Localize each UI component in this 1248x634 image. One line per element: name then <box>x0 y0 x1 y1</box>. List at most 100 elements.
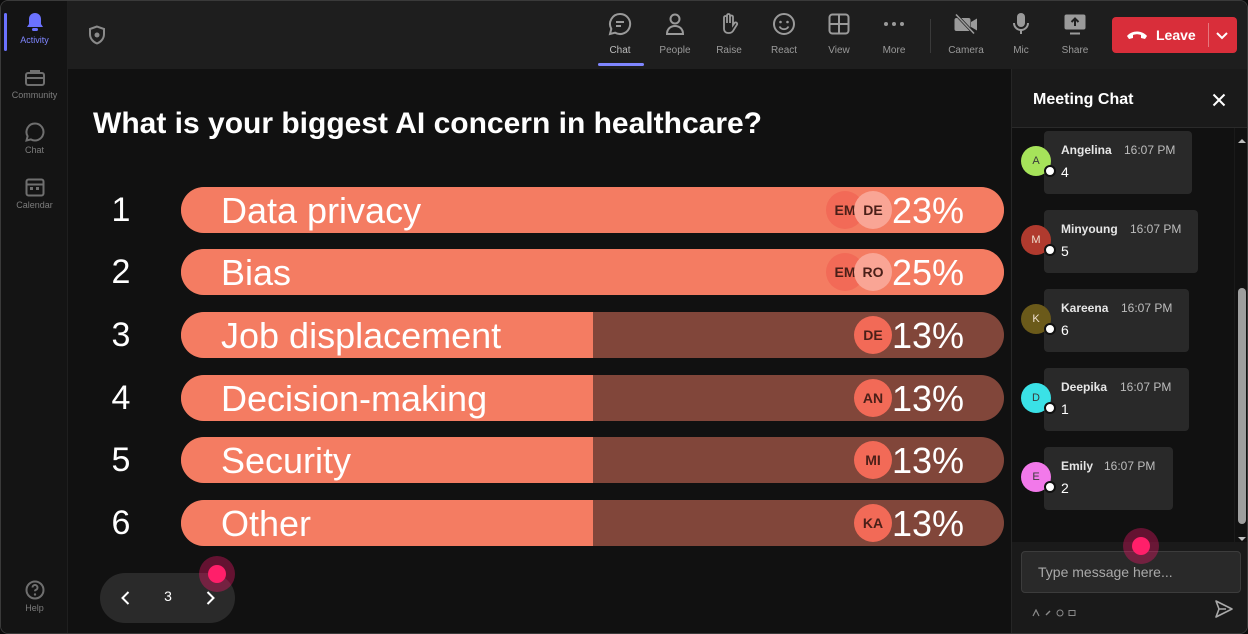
rail-item-label: Activity <box>20 35 49 45</box>
shield-icon[interactable] <box>88 25 106 45</box>
poll-option-row: 1 Data privacy 23% EM DE <box>68 187 1011 235</box>
poll-option-label: Data privacy <box>221 190 422 231</box>
voter-avatar: DE <box>854 191 892 229</box>
rail-item-help[interactable]: Help <box>1 579 68 627</box>
gif-icon[interactable] <box>1068 604 1076 616</box>
view-button-label: View <box>828 45 850 56</box>
chevron-left-icon[interactable] <box>116 588 136 608</box>
voter-avatar: KA <box>854 504 892 542</box>
presence-status-icon <box>1044 481 1056 493</box>
chat-header-divider <box>1012 127 1247 128</box>
message-text: 5 <box>1061 243 1069 259</box>
chat-message: Minyoung 16:07 PM 5 M <box>1012 210 1234 274</box>
poll-question: What is your biggest AI concern in healt… <box>93 107 763 140</box>
voter-avatars: EM DE <box>826 191 892 229</box>
poll-option-bar: Security 13% MI <box>181 437 1004 483</box>
close-icon[interactable] <box>1210 91 1228 109</box>
app-rail: Activity Community Chat Calendar Help <box>1 1 68 633</box>
chat-message: Kareena 16:07 PM 6 K <box>1012 289 1234 353</box>
poll-option-rank: 5 <box>111 441 131 479</box>
rail-item-label: Calendar <box>16 200 53 210</box>
poll-option-row: 2 Bias 25% EM RO <box>68 249 1011 297</box>
message-bubble: Kareena 16:07 PM 6 <box>1044 289 1189 352</box>
presence-status-icon <box>1044 402 1056 414</box>
smiley-icon <box>771 11 797 37</box>
leave-button[interactable]: Leave <box>1112 17 1237 53</box>
sender-name: Minyoung <box>1061 222 1118 236</box>
page-number: 3 <box>164 588 172 604</box>
chat-message: Angelina 16:07 PM 4 A <box>1012 131 1234 195</box>
poll-option-fill <box>181 500 593 546</box>
chat-composer <box>1021 551 1241 593</box>
rail-item-label: Community <box>11 90 58 100</box>
sender-name: Kareena <box>1061 301 1109 315</box>
message-text: 1 <box>1061 401 1069 417</box>
sender-name: Emily <box>1061 459 1094 473</box>
avatar[interactable]: A <box>1021 146 1051 176</box>
chat-message-list[interactable]: Angelina 16:07 PM 4 A Minyoung 16:07 PM 5 M Kare… <box>1012 128 1234 542</box>
poll-option-bar: Data privacy 23% EM DE <box>181 187 1004 233</box>
message-bubble: Deepika 16:07 PM 1 <box>1044 368 1189 431</box>
active-tab-indicator <box>598 63 644 66</box>
message-time: 16:07 PM <box>1121 301 1173 315</box>
chat-message: Deepika 16:07 PM 1 D <box>1012 368 1234 432</box>
sender-name: Deepika <box>1061 380 1108 394</box>
rail-item-label: Help <box>25 603 44 613</box>
poll-option-row: 5 Security 13% MI <box>68 437 1011 485</box>
leave-button-label: Leave <box>1156 27 1196 43</box>
message-input[interactable] <box>1022 552 1240 592</box>
poll-option-rank: 2 <box>111 253 131 291</box>
rail-item-activity[interactable]: Activity <box>1 11 68 59</box>
voter-avatars: MI <box>854 441 892 479</box>
chat-scrollbar[interactable] <box>1235 128 1247 542</box>
presence-status-icon <box>1044 165 1056 177</box>
raise-hand-button[interactable]: Raise <box>703 11 755 63</box>
poll-option-bar: Other 13% KA <box>181 500 1004 546</box>
rail-item-chat[interactable]: Chat <box>1 121 68 169</box>
poll-option-label: Other <box>221 503 312 544</box>
poll-option-row: 6 Other 13% KA <box>68 500 1011 548</box>
poll-option-row: 4 Decision-making 13% AN <box>68 375 1011 423</box>
rail-item-community[interactable]: Community <box>1 66 68 114</box>
camera-button[interactable]: Camera <box>940 11 992 63</box>
poll-stage: What is your biggest AI concern in healt… <box>68 69 1011 633</box>
poll-option-rank: 6 <box>111 504 131 542</box>
scroll-thumb[interactable] <box>1238 288 1246 524</box>
attach-icon[interactable] <box>1044 604 1052 616</box>
message-time: 16:07 PM <box>1104 459 1156 473</box>
share-button[interactable]: Share <box>1049 11 1101 63</box>
react-button[interactable]: React <box>758 11 810 63</box>
message-text: 4 <box>1061 164 1069 180</box>
toolbar-divider <box>930 19 931 53</box>
chat-icon <box>607 11 633 37</box>
send-icon[interactable] <box>1214 599 1234 619</box>
chat-button[interactable]: Chat <box>594 11 646 63</box>
more-button[interactable]: More <box>868 11 920 63</box>
poll-option-rank: 4 <box>111 379 131 417</box>
help-icon <box>24 579 46 601</box>
chevron-right-icon[interactable] <box>200 588 220 608</box>
format-icon[interactable] <box>1032 604 1040 617</box>
poll-option-rank: 1 <box>111 191 131 229</box>
voter-avatar: AN <box>854 379 892 417</box>
people-button-label: People <box>659 45 691 56</box>
emoji-icon[interactable] <box>1056 604 1064 617</box>
poll-option-row: 3 Job displacement 13% DE <box>68 312 1011 360</box>
poll-option-label: Decision-making <box>221 378 488 419</box>
scroll-down-arrow-icon[interactable] <box>1238 530 1246 541</box>
people-button[interactable]: People <box>649 11 701 63</box>
voter-avatars: DE <box>854 316 892 354</box>
rail-item-calendar[interactable]: Calendar <box>1 176 68 224</box>
scroll-up-arrow-icon[interactable] <box>1238 132 1246 143</box>
voter-avatars: AN <box>854 379 892 417</box>
message-bubble: Angelina 16:07 PM 4 <box>1044 131 1192 194</box>
chevron-down-icon[interactable] <box>1215 28 1229 42</box>
presence-status-icon <box>1044 323 1056 335</box>
message-time: 16:07 PM <box>1120 380 1172 394</box>
react-button-label: React <box>770 45 798 56</box>
pointer-highlight <box>1123 528 1159 564</box>
mic-button[interactable]: Mic <box>995 11 1047 63</box>
chat-panel-title: Meeting Chat <box>1033 91 1134 108</box>
view-button[interactable]: View <box>813 11 865 63</box>
